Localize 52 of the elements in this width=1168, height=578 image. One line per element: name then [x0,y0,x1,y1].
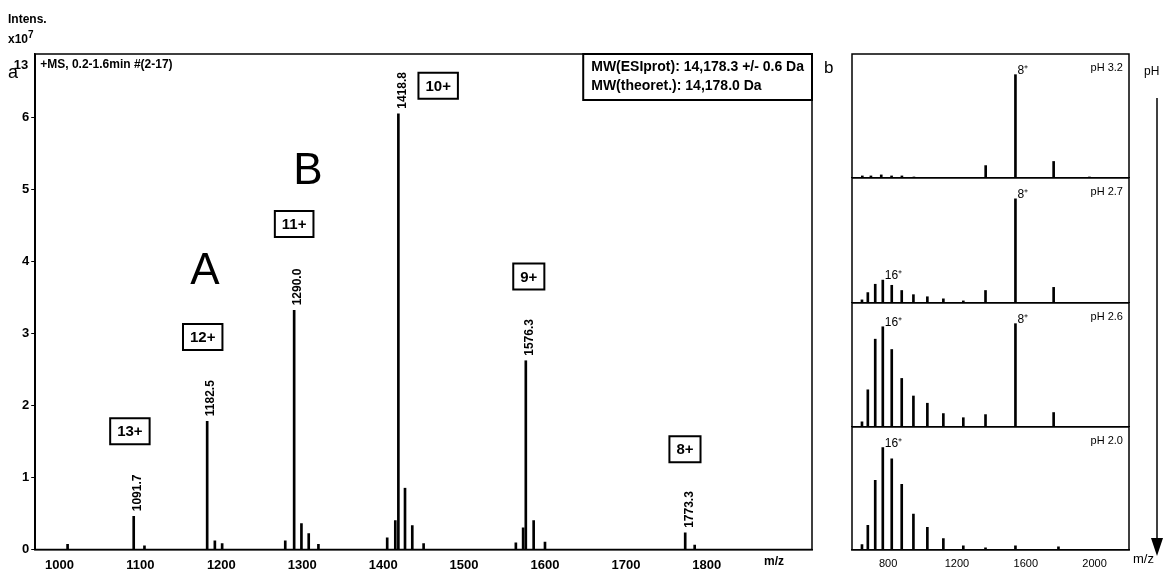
x-tick-label: 1600 [530,556,560,572]
annotation: A [190,244,221,294]
annotation: 8+ [676,440,694,458]
y-tick-label: 1 [22,468,30,484]
annotation: 16⁺ [884,435,903,450]
annotation: 9+ [520,267,538,285]
annotation: +MS, 0.2-1.6min #(2-17) [40,57,173,72]
annotation: MW(ESIprot): 14,178.3 +/- 0.6 Da [591,57,805,74]
text: pH [1144,64,1160,79]
annotation: 16⁺ [884,268,903,283]
x-tick-label: 1200 [206,556,236,572]
annotation: 1091.7 [130,474,145,512]
annotation: 10+ [425,76,452,94]
x-tick-label: 800 [878,557,898,570]
y-tick-label: 0 [22,540,30,556]
y-tick-label: 2 [22,396,30,412]
annotation: 11+ [281,215,307,233]
text: pH 2.7 [1090,184,1123,197]
x-axis-title: m/z [1133,550,1154,566]
y-tick-label: 5 [22,180,30,196]
x-tick-label: 1700 [611,556,641,572]
x-tick-label: 1300 [287,556,317,572]
y-tick-label: 4 [22,252,30,268]
x-tick-label: 1800 [692,556,722,572]
x-tick-label: 1400 [368,556,398,572]
annotation: 1418.8 [394,71,409,109]
y-tick-label: 3 [22,324,30,340]
x-tick-label: 1600 [1013,557,1039,570]
annotation: 1290.0 [290,268,305,306]
x-tick-label: 1100 [126,556,155,572]
annotation: 8⁺ [1017,187,1029,202]
text: pH 2.0 [1090,433,1123,446]
annotation: MW(theoret.): 14,178.0 Da [591,76,762,93]
annotation: 8⁺ [1017,311,1029,326]
x-tick-label: 1200 [944,557,970,570]
text: b [824,58,834,78]
annotation: B [293,144,323,194]
annotation: 1576.3 [522,318,537,356]
annotation: 16⁺ [884,315,903,330]
annotation: 13+ [117,422,143,440]
x-tick-label: 1000 [45,556,74,572]
annotation: 12+ [189,328,216,346]
y-tick-label: 6 [22,108,30,124]
x-axis-title: m/z [764,553,785,568]
annotation: 1773.3 [681,490,696,528]
annotation: 1182.5 [203,379,218,417]
text: pH 2.6 [1090,309,1123,322]
y-axis-title: Intens. x10$^{7}$ [8,12,48,47]
x-tick-label: 1500 [449,556,479,572]
text: pH 3.2 [1090,60,1123,73]
annotation: 8⁺ [1017,62,1029,77]
x-tick-label: 2000 [1082,557,1107,570]
